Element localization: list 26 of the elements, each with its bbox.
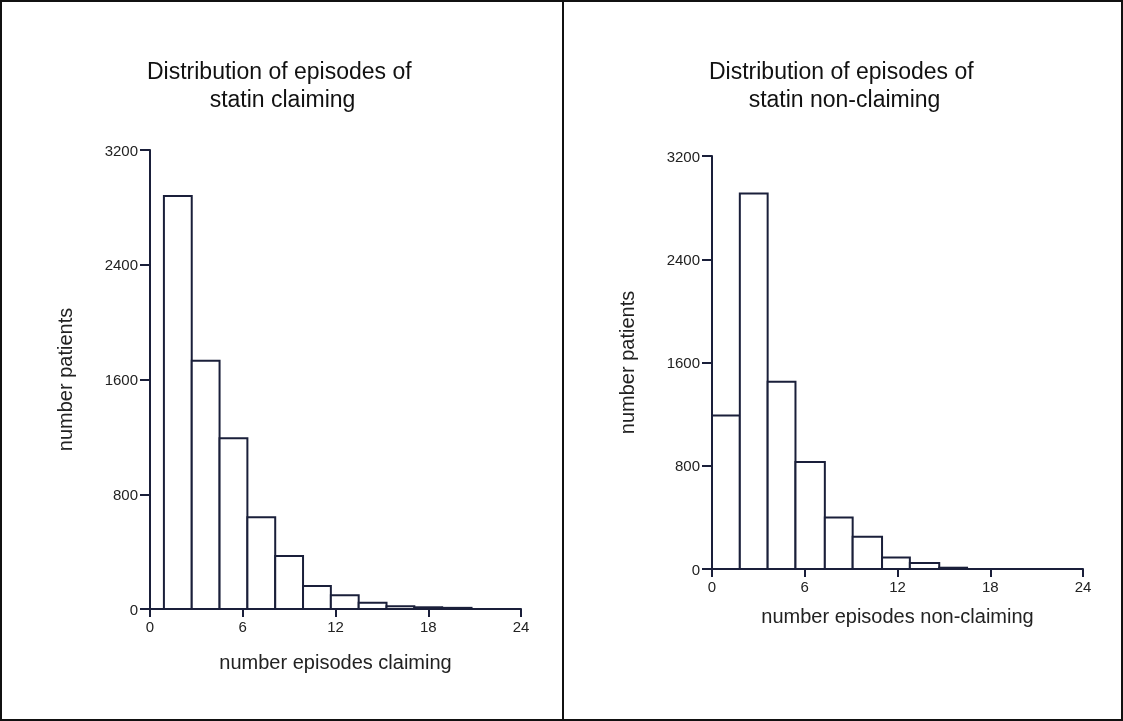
- x-axis-title: number episodes claiming: [219, 651, 452, 673]
- x-tick-label: 0: [707, 578, 717, 595]
- y-tick-label: 0: [691, 560, 700, 578]
- x-axis-title: number episodes non-claiming: [761, 605, 1034, 627]
- y-tick-label: 800: [112, 485, 138, 503]
- x-tick-label: 12: [889, 578, 906, 595]
- y-axis-title: number patients: [54, 307, 76, 452]
- x-tick-label: 0: [145, 618, 155, 635]
- y-tick-label: 1600: [104, 371, 138, 388]
- x-tick-label: 18: [419, 618, 437, 635]
- x-tick-label: 24: [512, 618, 530, 635]
- chart-title: Distribution of episodes of statin non-claiming: [708, 58, 981, 112]
- y-axis-title: number patients: [616, 290, 638, 435]
- y-tick-label: 3200: [104, 141, 138, 159]
- y-tick-label: 2400: [666, 250, 700, 268]
- y-tick-label: 1600: [666, 354, 700, 371]
- x-tick-label: 18: [981, 578, 999, 595]
- x-tick-label: 6: [800, 578, 809, 595]
- chart-title: Distribution of episodes of statin claiming: [146, 58, 419, 112]
- y-tick-label: 800: [674, 457, 700, 475]
- x-tick-label: 12: [327, 618, 344, 635]
- x-tick-label: 6: [238, 618, 247, 635]
- x-tick-label: 24: [1074, 578, 1092, 595]
- y-tick-label: 3200: [666, 147, 700, 165]
- y-tick-label: 0: [129, 600, 138, 618]
- y-tick-label: 2400: [104, 256, 138, 274]
